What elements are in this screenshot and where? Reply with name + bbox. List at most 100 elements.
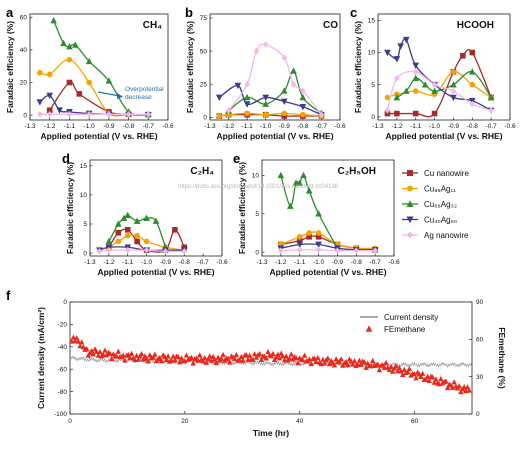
y-tick-label: 40 xyxy=(20,47,28,54)
fe-methane-point xyxy=(386,366,393,373)
x-tick-label: -1.3 xyxy=(204,123,216,130)
data-point-b-2 xyxy=(262,100,270,107)
y-tick-label: 5 xyxy=(83,221,87,228)
fe-methane-point xyxy=(165,353,171,359)
data-point-a-2 xyxy=(66,43,73,50)
fe-methane-point xyxy=(183,352,190,358)
y-tick-label: 0 xyxy=(371,114,375,121)
y-tick-label: 5 xyxy=(255,211,259,218)
data-point-e-4 xyxy=(278,247,284,254)
y-axis-label-f: Current density (mA/cm²) xyxy=(36,307,46,409)
panel-d-c2h4-chart: -1.3 -1.2 -1.1 -1.0 -0.9 -0.8 -0.7 -0.6 0 5 10 15 Ap… xyxy=(65,159,228,277)
y2-axis-label-f: FEmethane (%) xyxy=(497,327,507,389)
x-tick-label: -0.7 xyxy=(370,259,382,266)
fe-methane-point xyxy=(232,355,238,362)
legend-entry-label: Cu₄₀Ag₆₀ xyxy=(424,216,457,225)
fe-methane-point xyxy=(398,368,404,374)
data-point-b-2 xyxy=(243,93,251,101)
fe-methane-point xyxy=(431,379,437,385)
fe-methane-point xyxy=(370,357,376,364)
data-point-d-0 xyxy=(172,227,178,233)
data-point-b-3 xyxy=(280,98,288,106)
series-line-b-3 xyxy=(218,84,322,116)
data-point-c-3 xyxy=(412,62,420,69)
x-tick-label: -0.6 xyxy=(216,259,228,266)
fe-methane-point xyxy=(426,377,432,384)
fe-methane-point xyxy=(200,358,206,364)
y2-tick-label: 0 xyxy=(476,411,480,418)
fe-methane-point xyxy=(172,357,178,363)
data-point-b-3 xyxy=(234,82,242,90)
fe-methane-point xyxy=(301,352,308,358)
y-axis-label-e: Faradaic efficiency (%) xyxy=(237,162,247,254)
data-point-d-4 xyxy=(143,246,150,254)
x-tick-label: -1.0 xyxy=(260,123,272,130)
x-tick-label: -1.1 xyxy=(410,123,422,130)
fe-methane-point xyxy=(138,350,145,357)
fe-methane-point xyxy=(375,361,381,367)
composition-legend: Cu nanowire Cu₈₉Ag₁₁ Cu₆₈Ag₃₂ Cu₄₀Ag₆₀ Ag na… xyxy=(402,169,469,240)
x-tick-label: 20 xyxy=(181,418,189,425)
fe-methane-point xyxy=(135,356,141,362)
fe-methane-point xyxy=(175,354,181,360)
overpotential-annotation: Overpotential decrease xyxy=(97,86,164,101)
x-tick-label: -0.9 xyxy=(279,123,291,130)
panel-a-ch4-chart: -1.3 -1.2 -1.1 -1.0 -0.9 -0.8 -0.7 -0.6 0 20 40 60 A… xyxy=(5,13,174,141)
fe-methane-point xyxy=(404,368,411,375)
data-point-d-0 xyxy=(115,229,122,236)
fe-methane-point xyxy=(376,367,383,373)
fe-methane-point xyxy=(197,352,203,358)
legend-entry-label: Ag nanowire xyxy=(424,231,469,240)
x-tick-label: -0.9 xyxy=(332,259,344,266)
x-tick-label: -1.1 xyxy=(64,123,76,130)
data-point-b-1 xyxy=(262,111,269,118)
x-tick-label: -1.1 xyxy=(294,259,306,266)
data-point-c-3 xyxy=(393,56,401,63)
data-point-d-2 xyxy=(133,217,141,224)
y-tick-label: 0 xyxy=(203,115,207,122)
fe-methane-point xyxy=(351,358,358,364)
fe-methane-point xyxy=(246,352,253,358)
data-point-c-0 xyxy=(394,110,400,117)
y-axis-label-a: Faradaic efficiency (%) xyxy=(5,21,15,113)
data-point-a-2 xyxy=(85,57,93,65)
data-point-c-1 xyxy=(450,69,457,75)
data-point-e-0 xyxy=(306,234,312,240)
fe-methane-point xyxy=(433,376,439,382)
y-tick-label: -20 xyxy=(58,322,68,329)
fe-methane-point xyxy=(456,383,462,389)
fe-methane-point xyxy=(383,359,389,366)
fe-methane-point xyxy=(295,360,301,366)
data-point-a-4 xyxy=(125,110,132,118)
fe-methane-point xyxy=(233,351,240,358)
fe-methane-point xyxy=(188,354,195,360)
x-tick-label: -0.8 xyxy=(351,259,363,266)
fe-methane-point xyxy=(361,359,368,365)
y2-tick-label: 30 xyxy=(476,374,484,381)
y-tick-label: 15 xyxy=(80,163,88,170)
data-point-d-2 xyxy=(143,214,150,221)
data-point-d-2 xyxy=(114,220,122,227)
data-point-c-3 xyxy=(397,43,404,50)
data-point-a-0 xyxy=(76,91,83,97)
data-point-c-2 xyxy=(468,68,476,75)
y-tick-label: -100 xyxy=(54,411,67,418)
fe-methane-point xyxy=(336,358,343,365)
data-point-c-3 xyxy=(450,94,457,102)
data-point-a-3 xyxy=(46,92,54,100)
fe-methane-point xyxy=(276,355,283,361)
fe-methane-point xyxy=(466,387,472,393)
fe-methane-point xyxy=(95,352,102,358)
data-point-a-1 xyxy=(66,56,73,63)
legend-marker xyxy=(407,170,413,176)
y-tick-label: 75 xyxy=(200,15,208,22)
data-point-e-2 xyxy=(300,171,307,179)
x-tick-label: -0.7 xyxy=(198,259,210,266)
data-point-c-0 xyxy=(412,110,419,117)
data-point-d-2 xyxy=(105,237,113,245)
data-point-b-2 xyxy=(290,67,297,74)
data-point-b-3 xyxy=(262,94,270,102)
data-point-a-4 xyxy=(37,110,43,118)
fe-methane-point xyxy=(458,388,464,395)
fe-methane-point xyxy=(220,351,226,358)
